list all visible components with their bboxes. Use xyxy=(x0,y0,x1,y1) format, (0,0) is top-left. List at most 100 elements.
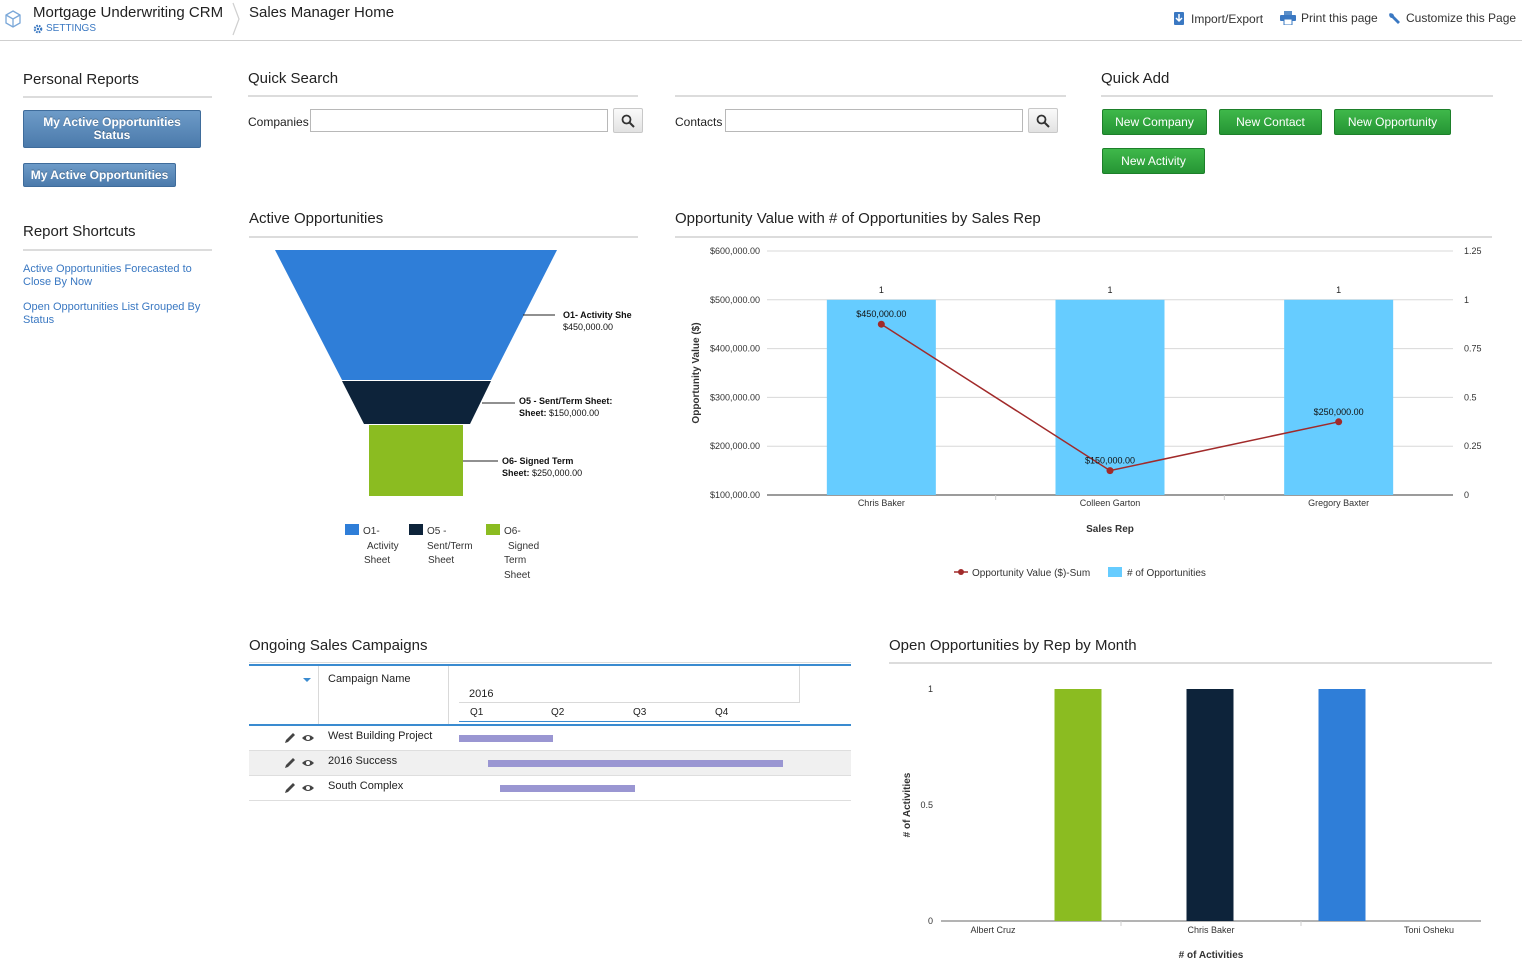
breadcrumb-separator-icon xyxy=(232,2,240,36)
funnel-segment-o5[interactable] xyxy=(342,381,491,424)
funnel-label-o6-name: O6- Signed Term xyxy=(502,456,573,466)
funnel-label-o5-name: O5 - Sent/Term Sheet: xyxy=(519,396,612,406)
import-export-icon xyxy=(1174,12,1184,25)
ongoing-campaigns-title: Ongoing Sales Campaigns xyxy=(249,637,428,654)
campaign-name[interactable]: South Complex xyxy=(328,780,404,792)
legend-item-opportunity-value[interactable]: Opportunity Value ($)-Sum xyxy=(972,568,1090,579)
x-axis-title: Sales Rep xyxy=(1086,524,1134,535)
personal-reports-title: Personal Reports xyxy=(23,71,139,88)
y2-tick-label: 1 xyxy=(1464,295,1469,305)
section-divider xyxy=(249,236,638,238)
shortcut-active-opportunities-forecasted[interactable]: Active Opportunities Forecasted to Close… xyxy=(23,263,192,288)
line-data-label: $450,000.00 xyxy=(856,309,906,319)
shortcut-open-opportunities-grouped[interactable]: Open Opportunities List Grouped By Statu… xyxy=(23,301,201,326)
quarter-label-q3: Q3 xyxy=(633,707,647,718)
edit-pencil-icon[interactable] xyxy=(283,781,297,795)
bar-data-label: 1 xyxy=(879,285,884,295)
campaign-name[interactable]: West Building Project xyxy=(328,730,433,742)
contacts-search-button[interactable] xyxy=(1028,108,1058,133)
y-tick-label: 0 xyxy=(928,916,933,926)
quarter-label-q4: Q4 xyxy=(715,707,729,718)
cube-logo-icon xyxy=(5,10,21,28)
my-active-opportunities-button[interactable]: My Active Opportunities xyxy=(23,163,176,187)
report-shortcuts-title: Report Shortcuts xyxy=(23,223,136,240)
funnel-segment-o1[interactable] xyxy=(275,250,557,380)
new-activity-button[interactable]: New Activity xyxy=(1102,148,1205,174)
opportunity-value-title: Opportunity Value with # of Opportunitie… xyxy=(675,210,1041,227)
opportunity-value-point[interactable] xyxy=(1335,418,1343,426)
legend-swatch-o6[interactable] xyxy=(486,524,500,535)
app-title[interactable]: Mortgage Underwriting CRM xyxy=(33,4,224,21)
active-opportunities-title: Active Opportunities xyxy=(249,210,384,227)
section-divider xyxy=(675,95,1066,97)
new-opportunity-button[interactable]: New Opportunity xyxy=(1334,109,1451,135)
y-tick-label: $600,000.00 xyxy=(710,246,760,256)
contacts-label: Contacts xyxy=(675,115,723,129)
gear-icon xyxy=(33,24,43,33)
y-axis-title: Opportunity Value ($) xyxy=(691,322,702,423)
companies-search-input[interactable] xyxy=(310,109,608,132)
campaign-name[interactable]: 2016 Success xyxy=(328,755,398,767)
legend-swatch-o5[interactable] xyxy=(409,524,423,535)
campaign-timeline-bar[interactable] xyxy=(487,760,783,767)
y2-tick-label: 0 xyxy=(1464,490,1469,500)
view-eye-icon[interactable] xyxy=(301,756,315,770)
customize-link[interactable]: Customize this Page xyxy=(1388,11,1516,25)
activity-bar[interactable] xyxy=(1054,689,1102,921)
edit-pencil-icon[interactable] xyxy=(283,731,297,745)
legend-item-o1[interactable]: O1-Activity Sheet xyxy=(363,526,399,566)
import-export-link[interactable]: Import/Export xyxy=(1172,11,1263,27)
activity-bar[interactable] xyxy=(1318,689,1366,921)
customize-label: Customize this Page xyxy=(1406,11,1517,25)
opportunity-count-bar[interactable] xyxy=(826,299,936,495)
printer-icon xyxy=(1280,11,1296,25)
gantt-header: Campaign Name 2016 Q1 Q2 Q3 Q4 xyxy=(249,664,851,726)
opportunity-value-point[interactable] xyxy=(1106,467,1114,475)
funnel-label-o6-value: Sheet: $250,000.00 xyxy=(502,468,582,478)
column-divider xyxy=(448,666,449,724)
legend-item-o5[interactable]: O5 -Sent/Term Sheet xyxy=(427,526,473,566)
campaign-row[interactable]: 2016 Success xyxy=(249,751,851,776)
x-tick-label: Albert Cruz xyxy=(970,925,1016,935)
view-eye-icon[interactable] xyxy=(301,731,315,745)
legend-bar-swatch[interactable] xyxy=(1108,567,1122,577)
campaign-name-header[interactable]: Campaign Name xyxy=(328,673,411,685)
opportunity-value-point[interactable] xyxy=(877,320,885,328)
funnel-segment-o6[interactable] xyxy=(369,425,463,496)
legend-item-o6[interactable]: O6-Signed Term Sheet xyxy=(504,526,539,581)
edit-pencil-icon[interactable] xyxy=(283,756,297,770)
timeline-year: 2016 xyxy=(469,688,494,700)
legend-item-opportunity-count[interactable]: # of Opportunities xyxy=(1127,568,1206,579)
settings-link[interactable]: SETTINGS xyxy=(33,23,96,34)
new-contact-button[interactable]: New Contact xyxy=(1219,109,1322,135)
campaign-timeline-bar[interactable] xyxy=(459,735,554,742)
campaign-row[interactable]: West Building Project xyxy=(249,726,851,751)
campaign-row[interactable]: South Complex xyxy=(249,776,851,801)
my-active-opportunities-status-button[interactable]: My Active Opportunities Status xyxy=(23,110,201,148)
section-divider xyxy=(23,249,212,251)
funnel-label-o1-name: O1- Activity She xyxy=(563,310,632,320)
view-eye-icon[interactable] xyxy=(301,781,315,795)
print-link[interactable]: Print this page xyxy=(1280,11,1378,25)
new-company-button[interactable]: New Company xyxy=(1102,109,1207,135)
page-title: Sales Manager Home xyxy=(249,4,395,21)
contacts-search-input[interactable] xyxy=(725,109,1023,132)
y2-tick-label: 0.25 xyxy=(1464,441,1482,451)
search-icon xyxy=(1036,114,1050,128)
y-tick-label: $200,000.00 xyxy=(710,441,760,451)
campaign-timeline-bar[interactable] xyxy=(500,785,636,792)
quarter-label-q2: Q2 xyxy=(551,707,565,718)
opportunity-count-bar[interactable] xyxy=(1284,299,1394,495)
legend-swatch-o1[interactable] xyxy=(345,524,359,535)
legend-point-swatch[interactable] xyxy=(958,569,964,575)
opportunity-count-bar[interactable] xyxy=(1055,299,1165,495)
companies-search-button[interactable] xyxy=(613,108,643,133)
open-by-rep-title: Open Opportunities by Rep by Month xyxy=(889,637,1137,654)
activity-bar[interactable] xyxy=(1186,689,1234,921)
quick-search-title: Quick Search xyxy=(248,70,339,87)
bar-data-label: 1 xyxy=(1336,285,1341,295)
sort-dropdown-icon[interactable] xyxy=(302,676,312,684)
search-icon xyxy=(621,114,635,128)
x-tick-label: Chris Baker xyxy=(858,498,905,508)
y-axis-title: # of Activities xyxy=(902,772,913,837)
